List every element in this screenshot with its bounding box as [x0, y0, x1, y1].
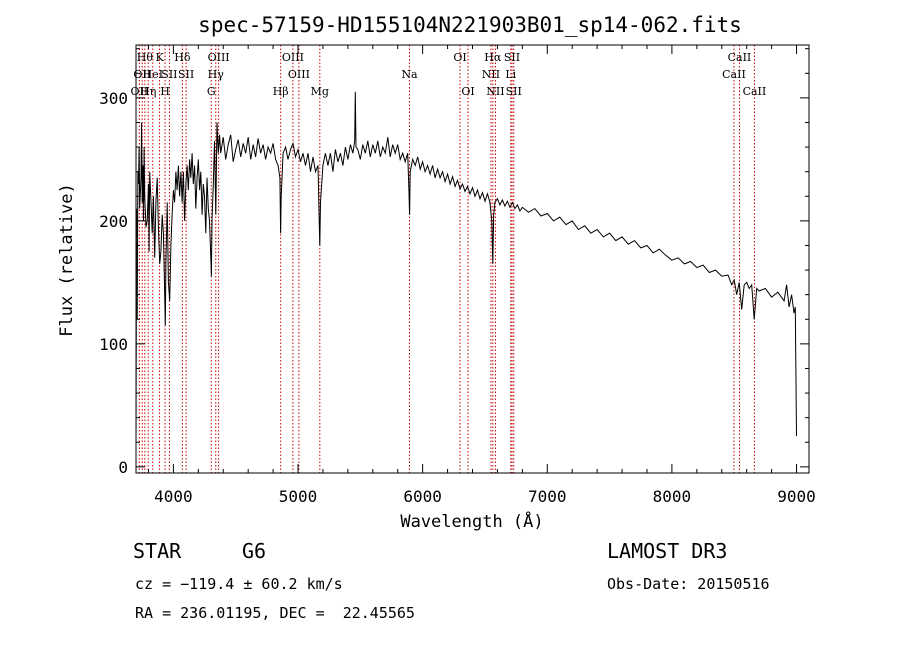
line-marker-label: Hγ [208, 68, 225, 81]
x-axis-label: Wavelength (Å) [400, 510, 543, 532]
line-marker-label: OII [133, 68, 151, 81]
plot-frame [135, 44, 810, 474]
line-marker-label: SII [504, 51, 520, 64]
y-axis-label: Flux (relative) [57, 183, 77, 337]
line-marker-label: OI [461, 85, 474, 98]
line-marker-label: NII [486, 85, 504, 98]
spectrum-trace [135, 91, 797, 443]
coordinates: RA = 236.01195, DEC = 22.45565 [135, 604, 415, 622]
line-marker-label: G [207, 85, 216, 98]
line-marker-label: Mg [311, 85, 329, 98]
y-tick-label: 200 [99, 212, 128, 231]
redshift-velocity: cz = −119.4 ± 60.2 km/s [135, 575, 343, 593]
line-marker-label: Li [505, 68, 516, 81]
line-marker-label: HeI [143, 68, 163, 81]
x-tick-label: 7000 [528, 487, 567, 506]
line-marker-label: OIII [288, 68, 310, 81]
line-marker-label: CaII [722, 68, 746, 81]
line-marker-label: SII [178, 68, 194, 81]
line-marker-label: Hδ [174, 51, 191, 64]
line-marker-label: K [155, 51, 164, 64]
x-tick-label: 9000 [777, 487, 816, 506]
line-marker-label: SII [161, 68, 177, 81]
survey-name: LAMOST DR3 [607, 539, 728, 563]
x-tick-label: 8000 [653, 487, 692, 506]
line-marker-label: CaII [728, 51, 752, 64]
x-axis-ticks: 4000 5000 6000 7000 8000 9000 [147, 45, 816, 506]
line-marker-label: Hβ [273, 85, 289, 98]
line-marker-labels: OII OII Hθ Hη HeI K H SII Hδ SII G Hγ OIII Hβ OIII OIII… [131, 51, 767, 98]
observation-date: Obs-Date: 20150516 [607, 575, 770, 593]
line-markers [138, 45, 755, 473]
line-marker-label: OII [131, 85, 149, 98]
y-tick-label: 100 [99, 335, 128, 354]
line-marker-label: OIII [282, 51, 304, 64]
y-axis-ticks: 0 100 200 300 [99, 48, 809, 477]
line-marker-label: Hα [484, 51, 502, 64]
line-marker-label: SII [506, 85, 522, 98]
x-tick-label: 4000 [154, 487, 193, 506]
line-marker-label: H [160, 85, 170, 98]
line-marker-label: CaII [743, 85, 767, 98]
line-marker-label: NII [482, 68, 500, 81]
chart-title: spec-57159-HD155104N221903B01_sp14-062.f… [198, 13, 742, 37]
line-marker-label: OIII [208, 51, 230, 64]
x-tick-label: 6000 [403, 487, 442, 506]
y-tick-label: 300 [99, 89, 128, 108]
line-marker-label: Hη [140, 85, 156, 98]
x-tick-label: 5000 [279, 487, 318, 506]
y-tick-label: 0 [118, 458, 128, 477]
object-subclass: G6 [242, 539, 267, 563]
line-marker-label: Na [401, 68, 418, 81]
line-marker-label: Hθ [137, 51, 154, 64]
line-marker-label: OI [453, 51, 466, 64]
object-class: STAR [133, 539, 182, 563]
